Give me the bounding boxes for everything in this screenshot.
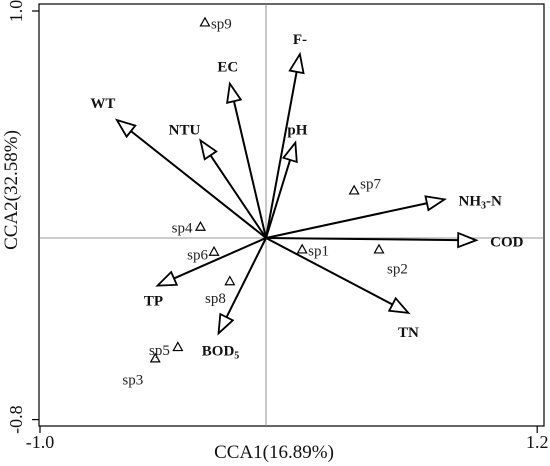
site-marker-triangle xyxy=(199,16,211,27)
vector-arrowhead xyxy=(217,312,235,336)
vector-arrowhead xyxy=(114,118,137,139)
vector-arrowhead xyxy=(288,51,305,75)
vector-label-main: NTU xyxy=(169,122,201,138)
vector-arrowhead xyxy=(226,81,243,104)
site-label: sp4 xyxy=(172,221,193,237)
site-marker-triangle xyxy=(149,352,161,363)
vector-label: WT xyxy=(90,96,115,112)
y-axis-title: CCA2(32.58%) xyxy=(1,130,22,250)
site-label: sp5 xyxy=(149,343,170,359)
vector-label: TP xyxy=(144,294,163,310)
vector-label-main: NH xyxy=(459,193,482,209)
vector-shaft xyxy=(173,237,267,280)
vector-label-main: EC xyxy=(217,60,238,76)
vector-shaft xyxy=(130,130,267,239)
vector-label-main: WT xyxy=(90,96,115,112)
vector-arrowhead xyxy=(281,140,298,164)
site-marker-triangle xyxy=(172,341,184,352)
vector-label: F- xyxy=(293,32,307,48)
site-sp5: sp5 xyxy=(149,341,184,359)
axis-ticks: -1.0 1.2 1.0 -0.8 xyxy=(6,0,548,452)
site-label: sp8 xyxy=(205,291,226,307)
site-sp2: sp2 xyxy=(373,243,408,277)
site-marker-triangle xyxy=(348,184,360,195)
site-sp3: sp3 xyxy=(122,352,161,388)
env-vector-ec: EC xyxy=(217,60,267,239)
vector-arrowhead xyxy=(155,270,179,287)
env-vector-tp: TP xyxy=(144,237,267,310)
site-sp8: sp8 xyxy=(205,275,236,307)
x-axis-title: CCA1(16.89%) xyxy=(214,442,334,463)
env-vector-ph: pH xyxy=(265,123,308,239)
site-label: sp3 xyxy=(122,372,143,388)
vector-label: NTU xyxy=(169,122,201,138)
site-marker-triangle xyxy=(208,245,220,256)
vector-label-subscript: 5 xyxy=(234,350,239,361)
vector-label: NH3-N xyxy=(459,193,502,211)
site-marker-triangle xyxy=(296,243,308,254)
vector-label: COD xyxy=(490,234,524,250)
site-sp4: sp4 xyxy=(172,220,206,237)
site-label: sp9 xyxy=(211,16,232,32)
plot-frame xyxy=(38,3,545,427)
vector-shaft xyxy=(265,159,292,239)
vector-label: pH xyxy=(287,123,307,139)
x-tick-label: 1.2 xyxy=(526,432,549,452)
vector-arrowhead xyxy=(424,195,447,212)
site-label: sp1 xyxy=(308,243,329,259)
vector-label-main: TN xyxy=(398,325,419,341)
vector-label-main: COD xyxy=(490,234,524,250)
env-vector-f-: F- xyxy=(265,32,307,239)
site-sp9: sp9 xyxy=(199,16,232,32)
site-sp1: sp1 xyxy=(296,243,329,259)
vector-arrowhead xyxy=(387,296,411,315)
vector-shaft xyxy=(265,237,459,242)
x-tick-label: -1.0 xyxy=(26,432,55,452)
env-vector-nh: NH3-N xyxy=(265,193,502,239)
vector-shaft xyxy=(209,154,267,239)
env-vector-cod: COD xyxy=(265,231,524,250)
environment-vectors: WT EC NTU F-pH NH3-N COD TN TP BOD5 xyxy=(90,32,523,361)
site-sp6: sp6 xyxy=(187,245,220,264)
vector-arrowhead xyxy=(457,231,479,249)
env-vector-bod: BOD5 xyxy=(202,237,267,361)
vector-label: EC xyxy=(217,60,238,76)
vector-label-main: BOD xyxy=(202,343,235,359)
vector-label-main: pH xyxy=(287,123,307,139)
vector-label-main: F- xyxy=(293,32,307,48)
vector-arrowhead xyxy=(199,138,218,161)
site-points: sp1 sp2 sp3 sp4 sp5 sp6 sp7 sp8 sp9 xyxy=(122,16,407,388)
y-tick-label: 1.0 xyxy=(6,0,26,22)
vector-shaft xyxy=(232,100,267,239)
site-sp7: sp7 xyxy=(348,176,381,195)
site-label: sp6 xyxy=(187,248,208,264)
vector-label: BOD5 xyxy=(202,343,240,361)
vector-label: TN xyxy=(398,325,419,341)
site-marker-triangle xyxy=(373,243,385,254)
site-marker-triangle xyxy=(224,275,236,286)
vector-label-main: TP xyxy=(144,294,163,310)
site-label: sp7 xyxy=(360,176,381,192)
env-vector-ntu: NTU xyxy=(169,122,267,239)
vector-shaft xyxy=(265,71,298,239)
vector-shaft xyxy=(225,237,267,318)
y-tick-label: -0.8 xyxy=(6,405,26,434)
site-marker-triangle xyxy=(194,220,206,231)
vector-label-subscript: 3 xyxy=(481,200,486,211)
site-label: sp2 xyxy=(387,261,408,277)
vector-shaft xyxy=(265,237,393,306)
vector-label-suffix: -N xyxy=(486,193,502,209)
env-vector-tn: TN xyxy=(265,237,419,341)
env-vector-wt: WT xyxy=(90,96,267,239)
vector-shaft xyxy=(265,202,428,239)
